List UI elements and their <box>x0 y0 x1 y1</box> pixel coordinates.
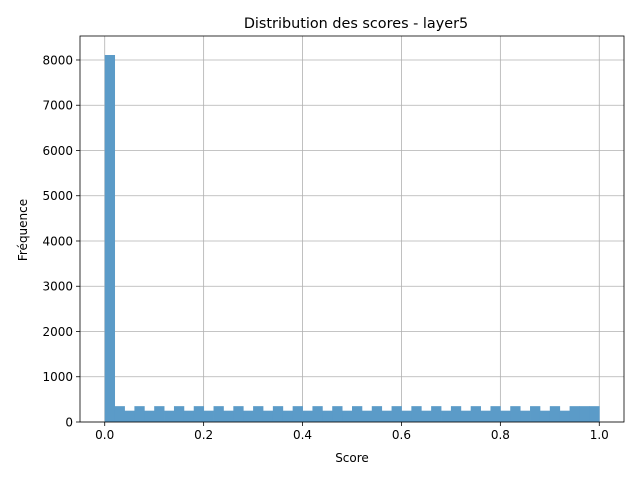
histogram-bar <box>411 406 422 422</box>
histogram-bar <box>193 406 205 422</box>
histogram-bar <box>203 410 214 422</box>
y-tick-label: 7000 <box>42 99 73 113</box>
histogram-bar <box>243 410 254 422</box>
histogram-bar <box>322 410 333 422</box>
histogram-bar <box>213 406 224 422</box>
histogram-bar <box>470 406 481 422</box>
histogram-bar <box>520 410 531 422</box>
histogram-bar <box>124 410 135 422</box>
histogram-bar <box>352 406 363 422</box>
histogram-bar <box>579 406 590 422</box>
histogram-bar <box>559 410 570 422</box>
grid-layer <box>80 36 624 423</box>
x-tick-label: 0.4 <box>293 428 312 442</box>
y-tick-label: 1000 <box>42 370 73 384</box>
x-axis-label: Score <box>335 451 369 465</box>
x-tick-label: 0.8 <box>491 428 510 442</box>
histogram-bar <box>114 406 125 422</box>
histogram-bar <box>441 410 452 422</box>
plot-frame <box>79 35 625 423</box>
histogram-bar <box>282 410 294 422</box>
histogram-bar <box>539 410 551 422</box>
histogram-bar <box>173 406 185 422</box>
histogram-bar <box>391 406 402 422</box>
y-tick-label: 6000 <box>42 144 73 158</box>
histogram-bar <box>312 406 323 422</box>
x-tick-label: 0.2 <box>194 428 213 442</box>
histogram-bar <box>272 406 284 422</box>
histogram-bar <box>500 410 511 422</box>
y-tick-label: 2000 <box>42 325 73 339</box>
ticks-layer: 0.0 0.2 0.4 0.6 0.8 1.0 0 1000 2000 3000 4000 5000 6… <box>42 53 608 442</box>
histogram-bar <box>253 406 264 422</box>
histogram-bar <box>480 410 491 422</box>
histogram-bar <box>589 406 600 422</box>
histogram-bar <box>371 406 383 422</box>
histogram-bar <box>104 55 116 423</box>
y-tick-label: 4000 <box>42 234 73 248</box>
histogram-bar <box>342 410 353 422</box>
histogram-bar <box>381 410 392 422</box>
histogram-bar <box>164 410 175 422</box>
x-tick-label: 1.0 <box>590 428 609 442</box>
histogram-bar <box>154 406 165 422</box>
y-tick-label: 0 <box>65 416 73 430</box>
histogram-bar <box>401 410 412 422</box>
histogram-bar <box>302 410 313 422</box>
histogram-bar <box>144 410 155 422</box>
histogram-bar <box>223 410 234 422</box>
chart-title: Distribution des scores - layer5 <box>244 16 468 32</box>
histogram-bar <box>332 406 343 422</box>
histogram-bar <box>530 406 541 422</box>
histogram-bar <box>490 406 501 422</box>
bars-layer <box>104 55 600 423</box>
y-axis-label: Fréquence <box>16 199 30 261</box>
histogram-bar <box>262 410 274 422</box>
y-tick-label: 5000 <box>42 189 73 203</box>
y-tick-label: 8000 <box>42 53 73 67</box>
histogram-bar <box>549 406 561 422</box>
histogram-bar <box>134 406 145 422</box>
histogram-bar <box>361 410 373 422</box>
histogram-bar <box>460 410 472 422</box>
histogram-bar <box>510 406 521 422</box>
y-tick-label: 3000 <box>42 280 73 294</box>
histogram-bar <box>183 410 195 422</box>
histogram-bar <box>292 406 303 422</box>
x-tick-label: 0.6 <box>392 428 411 442</box>
histogram-bar <box>421 410 432 422</box>
histogram-bar <box>450 406 462 422</box>
histogram-bar <box>569 406 580 422</box>
histogram-bar <box>431 406 442 422</box>
histogram-bar <box>233 406 244 422</box>
x-tick-label: 0.0 <box>95 428 114 442</box>
